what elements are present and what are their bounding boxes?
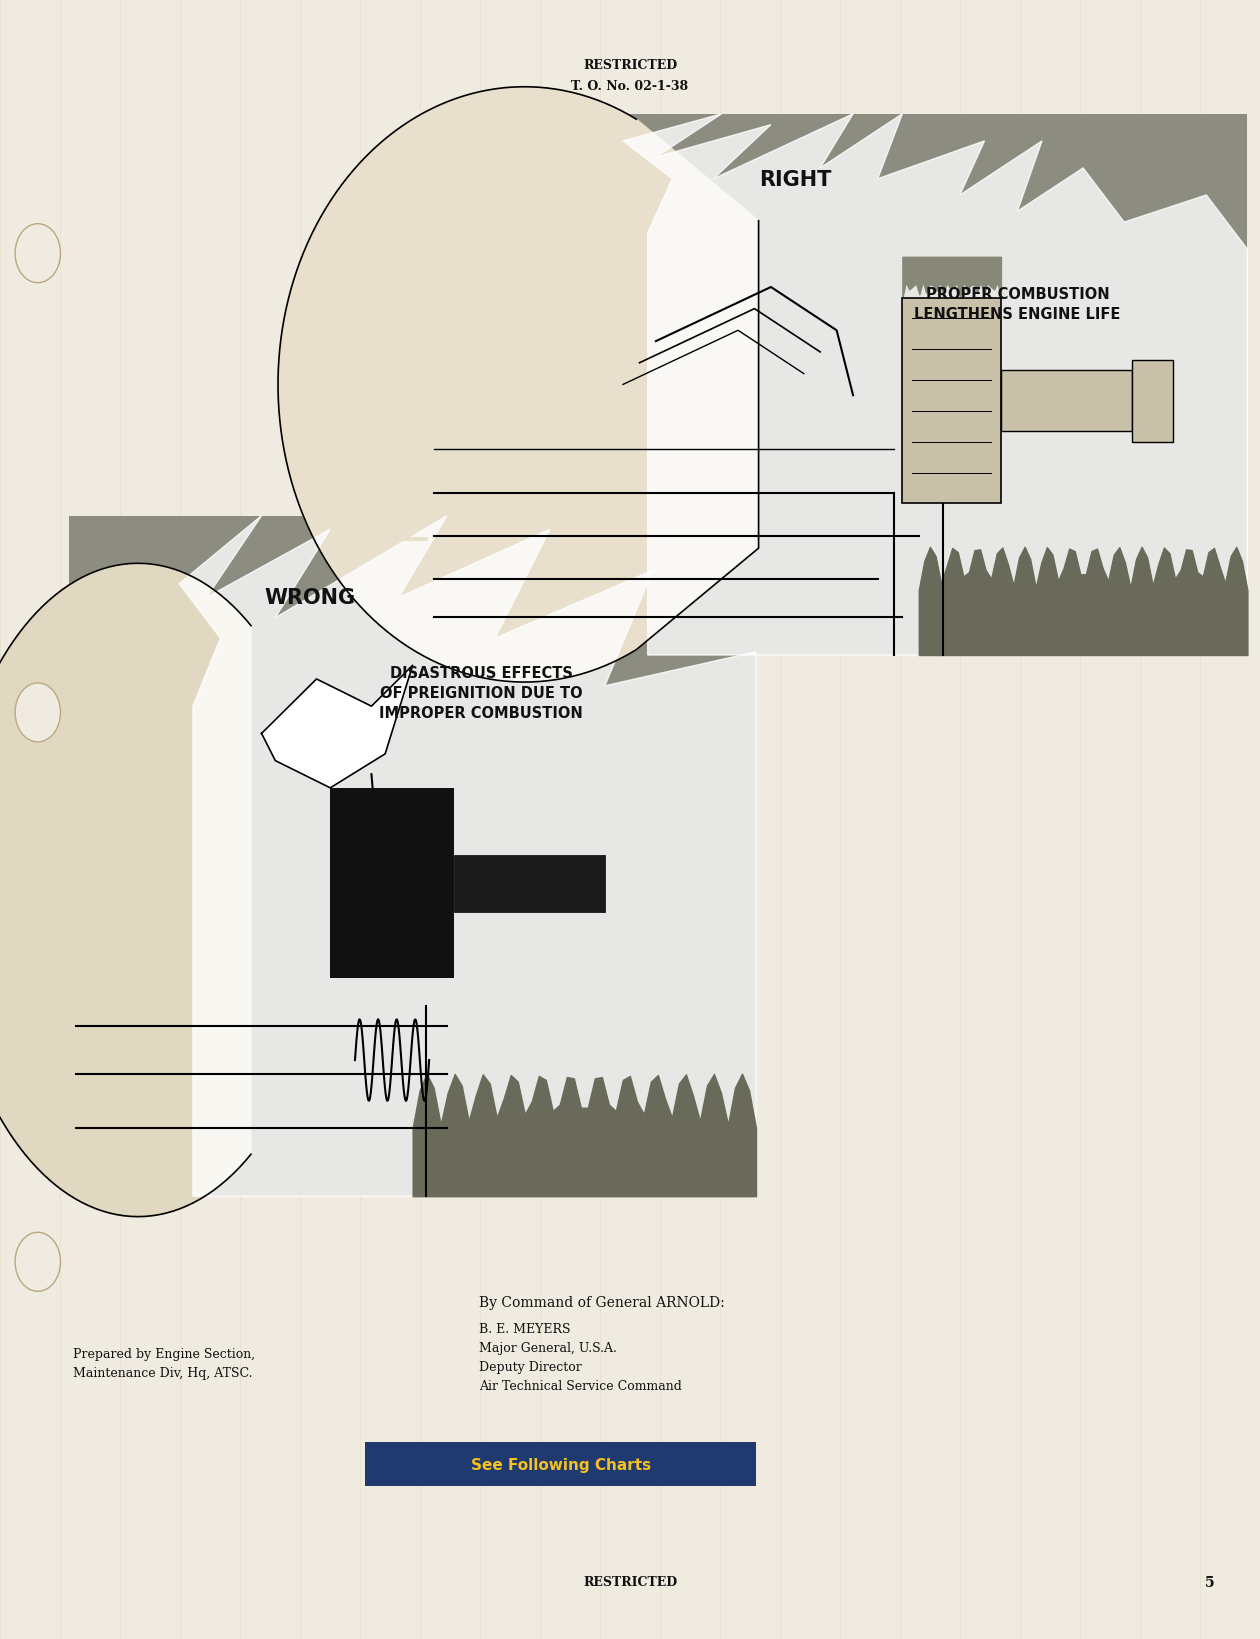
Text: 5: 5	[1205, 1575, 1215, 1588]
Bar	[336, 801, 348, 836]
Bar	[426, 801, 436, 836]
Circle shape	[15, 225, 60, 284]
Bar	[415, 801, 426, 836]
Bar	[330, 788, 454, 978]
Bar	[365, 1442, 756, 1487]
Bar	[1133, 361, 1173, 443]
Polygon shape	[179, 516, 756, 1196]
Bar	[348, 801, 359, 836]
Bar	[369, 801, 381, 836]
Polygon shape	[0, 564, 251, 1216]
Bar	[426, 115, 1247, 656]
Text: DISASTROUS EFFECTS
OF PREIGNITION DUE TO
IMPROPER COMBUSTION: DISASTROUS EFFECTS OF PREIGNITION DUE TO…	[379, 665, 583, 721]
Bar	[902, 298, 1000, 505]
Text: RESTRICTED: RESTRICTED	[583, 1575, 677, 1588]
Bar	[69, 516, 756, 1196]
Bar	[359, 801, 369, 836]
Polygon shape	[622, 115, 1247, 656]
Text: Prepared by Engine Section,
Maintenance Div, Hq, ATSC.: Prepared by Engine Section, Maintenance …	[73, 1347, 256, 1380]
Bar	[436, 801, 447, 836]
Text: T. O. No. 02-1-38: T. O. No. 02-1-38	[572, 80, 688, 93]
Text: RIGHT: RIGHT	[760, 170, 832, 190]
Circle shape	[15, 1233, 60, 1292]
Polygon shape	[278, 89, 759, 682]
Text: B. E. MEYERS
Major General, U.S.A.
Deputy Director
Air Technical Service Command: B. E. MEYERS Major General, U.S.A. Deput…	[479, 1323, 682, 1393]
Bar	[381, 801, 392, 836]
Polygon shape	[262, 665, 412, 788]
Circle shape	[15, 683, 60, 742]
Text: PROPER COMBUSTION
LENGTHENS ENGINE LIFE: PROPER COMBUSTION LENGTHENS ENGINE LIFE	[915, 287, 1120, 321]
Text: See Following Charts: See Following Charts	[471, 1457, 650, 1472]
Text: RESTRICTED: RESTRICTED	[583, 59, 677, 72]
Bar	[1000, 370, 1133, 433]
Bar	[392, 801, 403, 836]
Bar	[454, 856, 605, 913]
Text: By Command of General ARNOLD:: By Command of General ARNOLD:	[479, 1295, 724, 1310]
Text: WRONG: WRONG	[265, 588, 355, 608]
Bar	[403, 801, 415, 836]
